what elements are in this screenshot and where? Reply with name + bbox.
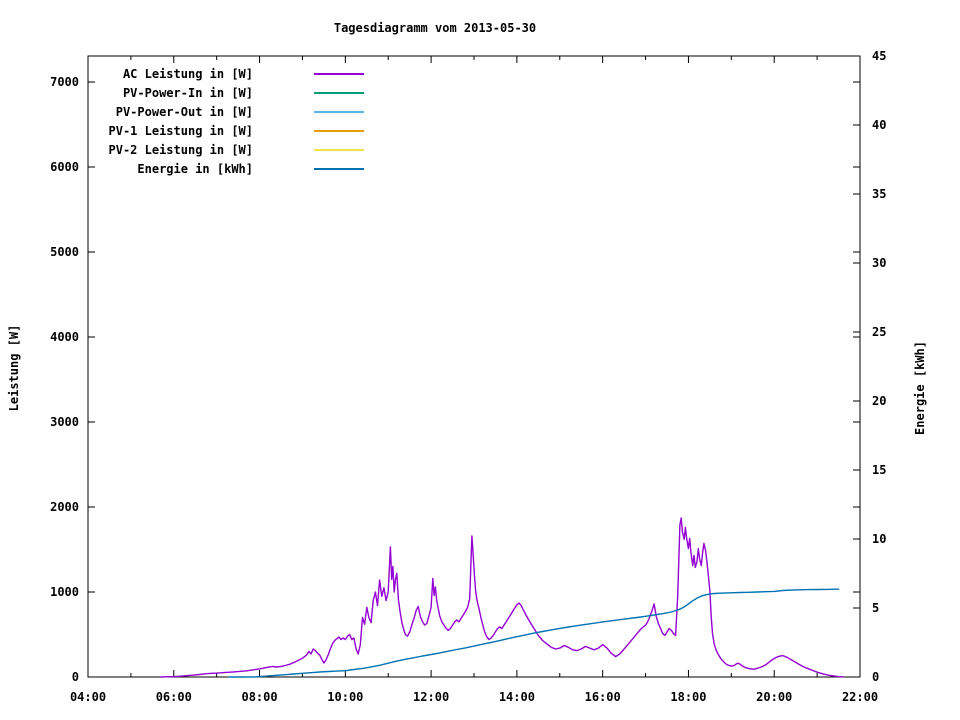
y-axis-title: Leistung [W] (7, 325, 21, 412)
x-tick-label: 04:00 (70, 690, 106, 704)
legend-label-ac: AC Leistung in [W] (123, 67, 253, 81)
y1-tick-label: 1000 (50, 585, 79, 599)
x-tick-label: 12:00 (413, 690, 449, 704)
y2-tick-label: 5 (872, 601, 879, 615)
legend-item-pv-in: PV-Power-In in [W] (123, 86, 364, 100)
y1-tick-label: 7000 (50, 75, 79, 89)
x-tick-label: 18:00 (670, 690, 706, 704)
series-curve-energie-in-kwh (228, 588, 840, 678)
y2-tick-label: 35 (872, 187, 886, 201)
y2-tick-label: 15 (872, 463, 886, 477)
axis-ticks-layer (87, 55, 861, 678)
y1-tick-label: 6000 (50, 160, 79, 174)
legend-label-energie: Energie in [kWh] (137, 162, 253, 176)
y2-axis-title: Energie [kWh] (913, 341, 927, 435)
legend-label-pv-out: PV-Power-Out in [W] (116, 105, 253, 119)
legend-item-energie: Energie in [kWh] (137, 162, 364, 176)
y2-tick-label: 10 (872, 532, 886, 546)
series-layer (160, 517, 844, 678)
y2-tick-label: 20 (872, 394, 886, 408)
y1-tick-label: 4000 (50, 330, 79, 344)
legend-item-pv-out: PV-Power-Out in [W] (116, 105, 364, 119)
x-tick-label: 16:00 (585, 690, 621, 704)
legend: AC Leistung in [W] PV-Power-In in [W] PV… (109, 67, 364, 176)
y2-tick-label: 45 (872, 49, 886, 63)
x-tick-label: 08:00 (241, 690, 277, 704)
y2-tick-label: 40 (872, 118, 886, 132)
legend-label-pv1: PV-1 Leistung in [W] (109, 124, 254, 138)
y2-tick-label: 0 (872, 670, 879, 684)
x-tick-label: 22:00 (842, 690, 878, 704)
x-tick-label: 06:00 (156, 690, 192, 704)
y2-tick-label: 30 (872, 256, 886, 270)
y1-tick-label: 0 (72, 670, 79, 684)
x-tick-label: 14:00 (499, 690, 535, 704)
legend-item-pv1: PV-1 Leistung in [W] (109, 124, 364, 138)
x-tick-label: 20:00 (756, 690, 792, 704)
legend-item-ac: AC Leistung in [W] (123, 67, 364, 81)
x-tick-label: 10:00 (327, 690, 363, 704)
legend-label-pv2: PV-2 Leistung in [W] (109, 143, 254, 157)
legend-label-pv-in: PV-Power-In in [W] (123, 86, 253, 100)
chart-title: Tagesdiagramm vom 2013-05-30 (334, 21, 536, 35)
axis-tick-labels-layer: 04:00 06:00 08:00 10:00 12:00 14:00 16:00 18:00… (50, 49, 886, 704)
y1-tick-label: 3000 (50, 415, 79, 429)
legend-item-pv2: PV-2 Leistung in [W] (109, 143, 364, 157)
y1-tick-label: 2000 (50, 500, 79, 514)
series-curve-ac-leistung-in-w (160, 517, 844, 678)
y1-tick-label: 5000 (50, 245, 79, 259)
y2-tick-label: 25 (872, 325, 886, 339)
